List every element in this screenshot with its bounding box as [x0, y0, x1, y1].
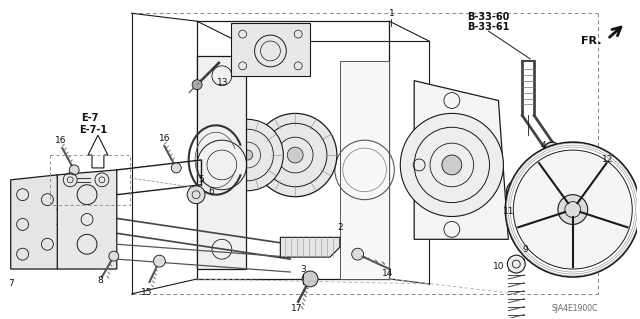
Text: 12: 12	[602, 155, 613, 165]
Circle shape	[544, 142, 560, 158]
Text: E-7: E-7	[81, 113, 99, 123]
Polygon shape	[231, 23, 310, 76]
Circle shape	[506, 180, 530, 204]
Text: 2: 2	[337, 223, 342, 232]
Text: 16: 16	[54, 136, 66, 145]
Circle shape	[302, 271, 318, 287]
Text: E-7-1: E-7-1	[79, 125, 107, 135]
Text: B-33-60: B-33-60	[467, 12, 509, 22]
Text: 15: 15	[141, 288, 152, 297]
Text: 4: 4	[540, 141, 546, 150]
Circle shape	[506, 142, 640, 277]
Circle shape	[243, 150, 253, 160]
Circle shape	[558, 152, 568, 162]
Polygon shape	[11, 175, 62, 269]
Text: 7: 7	[8, 279, 13, 288]
Text: 11: 11	[502, 207, 514, 216]
Circle shape	[187, 186, 205, 204]
Polygon shape	[414, 81, 508, 239]
Circle shape	[352, 248, 364, 260]
Circle shape	[287, 147, 303, 163]
Text: 1: 1	[388, 9, 394, 18]
Polygon shape	[88, 135, 108, 168]
Polygon shape	[58, 170, 116, 269]
Polygon shape	[280, 237, 340, 257]
Circle shape	[442, 155, 461, 175]
Circle shape	[109, 251, 119, 261]
Circle shape	[558, 195, 588, 225]
Text: 16: 16	[159, 134, 170, 143]
Text: B-33-61: B-33-61	[467, 22, 509, 32]
Polygon shape	[197, 56, 246, 269]
Circle shape	[400, 114, 504, 217]
Circle shape	[513, 150, 632, 269]
Circle shape	[253, 114, 337, 197]
Text: FR.: FR.	[581, 36, 602, 46]
Text: 14: 14	[381, 269, 393, 278]
Text: 6: 6	[208, 187, 214, 196]
Circle shape	[154, 255, 165, 267]
Circle shape	[172, 163, 181, 173]
Text: 10: 10	[493, 262, 504, 271]
Text: 13: 13	[217, 78, 228, 87]
Circle shape	[508, 255, 525, 273]
Text: SJA4E1900C: SJA4E1900C	[551, 304, 598, 313]
Polygon shape	[340, 61, 389, 279]
Circle shape	[212, 119, 284, 191]
Text: 8: 8	[97, 277, 103, 286]
Text: 17: 17	[291, 304, 302, 313]
Text: 3: 3	[300, 264, 306, 273]
Circle shape	[69, 165, 79, 175]
Circle shape	[192, 80, 202, 90]
Text: 5: 5	[198, 175, 204, 184]
Text: 9: 9	[522, 245, 528, 254]
